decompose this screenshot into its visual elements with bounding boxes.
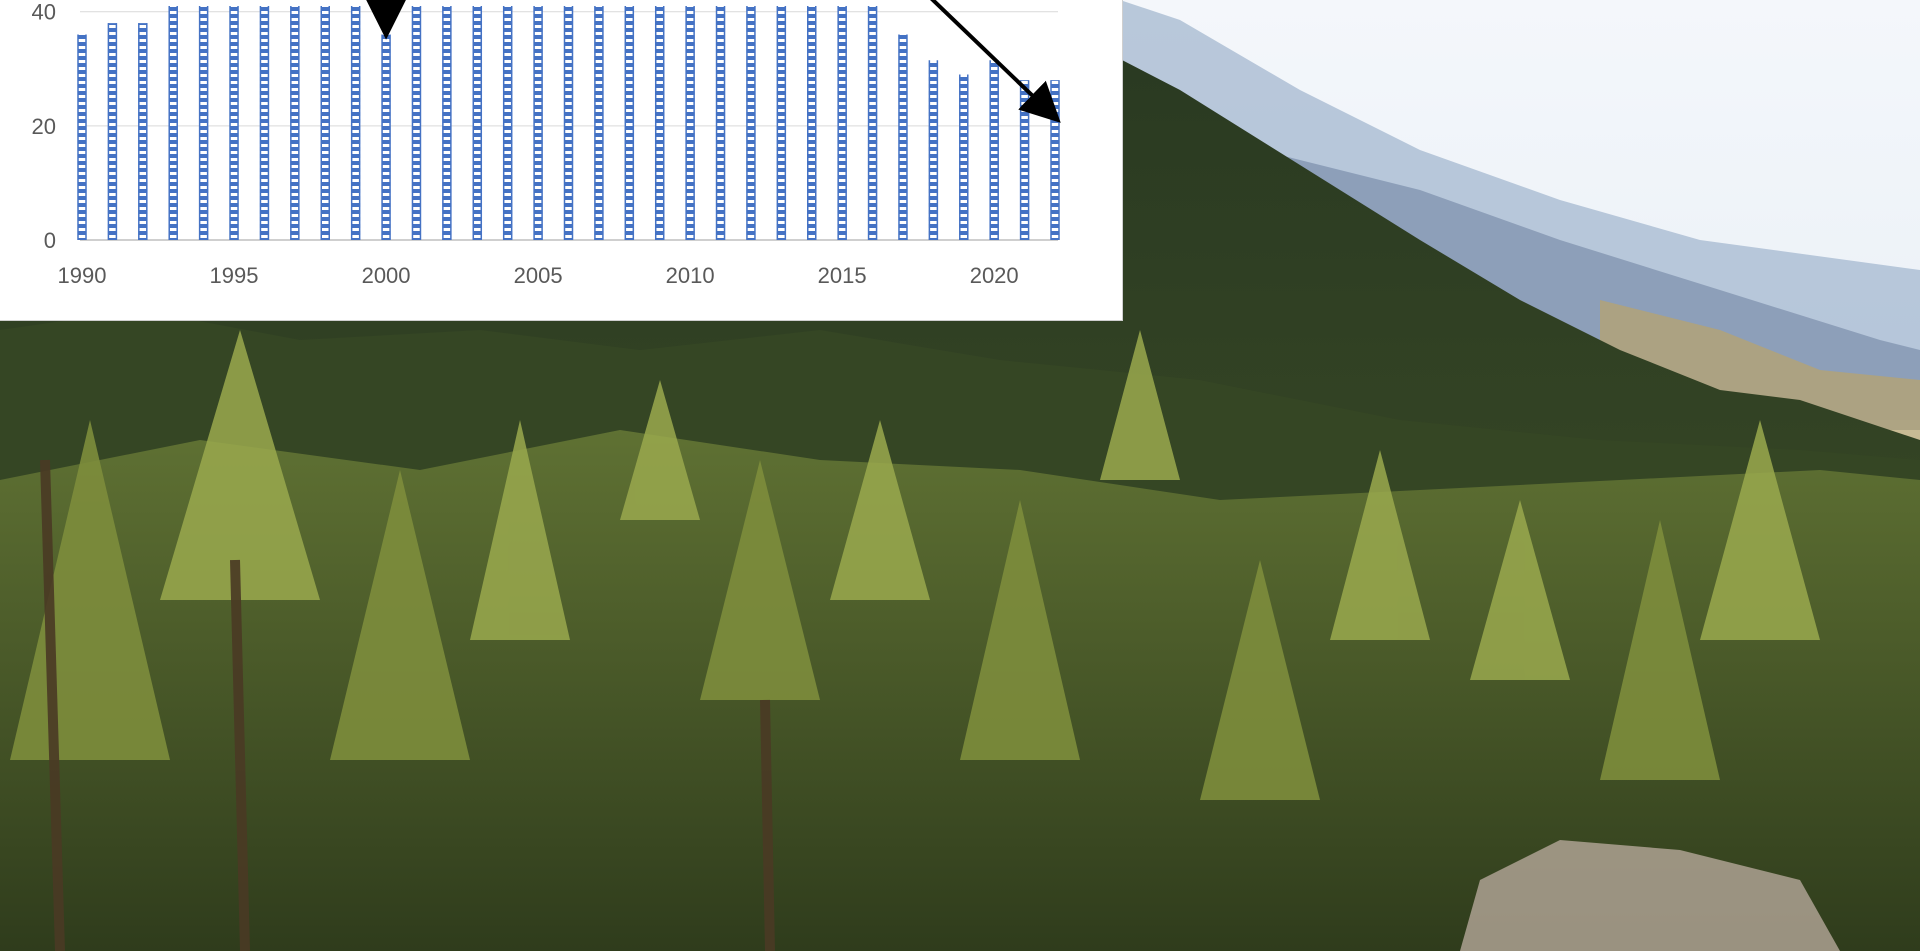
- bar-1995: [229, 6, 239, 240]
- bar-2002: [442, 6, 452, 240]
- bar-1994: [198, 6, 209, 240]
- bar-fill: [807, 6, 817, 240]
- bar-2014: [807, 6, 817, 240]
- bar-2010: [685, 6, 695, 240]
- bar-fill: [259, 6, 269, 240]
- x-tick-label: 2005: [514, 263, 563, 288]
- bar-fill: [381, 34, 391, 240]
- bar-1990: [77, 34, 87, 240]
- bar-2009: [654, 6, 665, 240]
- bar-fill: [868, 6, 878, 240]
- bar-fill: [776, 6, 786, 240]
- y-tick-label: 0: [44, 228, 56, 253]
- x-tick-label: 1995: [210, 263, 259, 288]
- bar-2005: [533, 6, 543, 240]
- bar-fill: [564, 6, 573, 240]
- bar-2006: [563, 6, 574, 240]
- chart-panel: 0 20 40 1990 1995 2000 2005 2010 2015 2020: [0, 0, 1123, 321]
- y-tick-labels: 0 20 40: [32, 0, 56, 253]
- bar-chart: 0 20 40 1990 1995 2000 2005 2010 2015 2020: [32, 0, 1061, 288]
- bar-2008: [624, 6, 635, 240]
- bar-fill: [1020, 80, 1030, 240]
- x-tick-label: 2000: [362, 263, 411, 288]
- bar-2007: [594, 6, 604, 240]
- bar-fill: [624, 6, 634, 240]
- bar-fill: [320, 6, 330, 240]
- bar-2017: [898, 34, 908, 240]
- x-tick-label: 2010: [666, 263, 715, 288]
- bar-2016: [867, 6, 878, 240]
- bar-fill: [168, 6, 178, 240]
- bar-fill: [837, 6, 847, 240]
- bar-fill: [716, 6, 726, 240]
- bar-fill: [411, 6, 421, 240]
- bar-1993: [168, 6, 178, 240]
- bar-fill: [1050, 80, 1060, 240]
- bar-1997: [290, 6, 300, 240]
- bar-fill: [533, 6, 543, 240]
- bar-fill: [503, 6, 513, 240]
- bar-1999: [350, 6, 361, 240]
- bar-fill: [199, 6, 209, 240]
- bar-fill: [442, 6, 452, 240]
- bar-2003: [472, 6, 483, 240]
- x-tick-labels: 1990 1995 2000 2005 2010 2015 2020: [58, 263, 1019, 288]
- bar-2012: [746, 6, 756, 240]
- bar-fill: [77, 34, 87, 240]
- bar-2018: [928, 60, 939, 240]
- annotation-arrows: [366, 0, 1061, 123]
- bar-2015: [837, 6, 847, 240]
- bar-1996: [259, 6, 270, 240]
- annotation-arrow-2: [930, 0, 1061, 123]
- bar-2000: [381, 34, 391, 240]
- bar-2022: [1050, 80, 1060, 240]
- y-tick-label: 40: [32, 0, 56, 25]
- bar-fill: [685, 6, 695, 240]
- bar-fill: [959, 74, 969, 240]
- bar-2013: [776, 6, 787, 240]
- bar-2019: [959, 74, 969, 240]
- bar-fill: [472, 6, 482, 240]
- bar-fill: [594, 6, 604, 240]
- bar-fill: [898, 34, 908, 240]
- bars: [77, 6, 1060, 241]
- bar-fill: [655, 6, 665, 240]
- bar-fill: [928, 60, 938, 240]
- bar-2004: [502, 6, 513, 240]
- x-tick-label: 1990: [58, 263, 107, 288]
- bar-2011: [715, 6, 726, 240]
- bar-2021: [1019, 80, 1030, 240]
- bar-fill: [138, 23, 148, 241]
- bar-fill: [351, 6, 361, 240]
- x-tick-label: 2015: [818, 263, 867, 288]
- bar-1991: [107, 23, 118, 241]
- bar-fill: [746, 6, 756, 240]
- bar-2001: [411, 6, 422, 240]
- bar-1998: [320, 6, 330, 240]
- bar-fill: [229, 6, 239, 240]
- x-tick-label: 2020: [970, 263, 1019, 288]
- bar-1992: [138, 23, 148, 241]
- bar-fill: [989, 60, 999, 240]
- y-tick-label: 20: [32, 114, 56, 139]
- bar-2020: [989, 60, 999, 240]
- bar-fill: [290, 6, 300, 240]
- bar-fill: [107, 23, 117, 241]
